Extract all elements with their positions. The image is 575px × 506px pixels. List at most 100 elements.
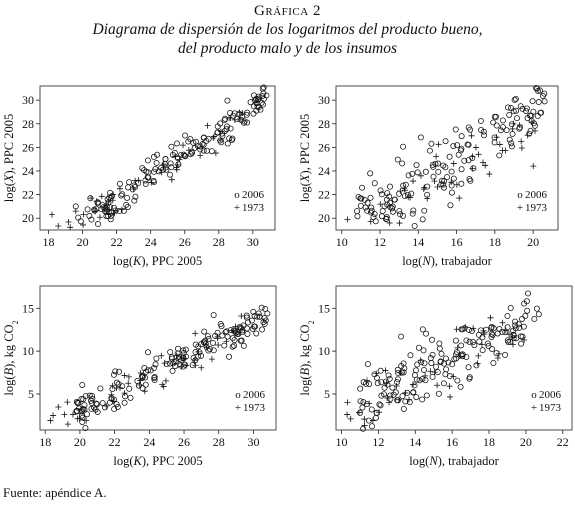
data-point-1973 — [420, 186, 427, 193]
x-tick-label: 30 — [247, 435, 259, 449]
data-point-2006 — [476, 338, 483, 345]
data-point-2006 — [109, 193, 116, 199]
data-point-2006 — [415, 344, 422, 351]
data-point-2006 — [366, 381, 373, 387]
legend-marker-circle: o — [517, 189, 523, 201]
data-point-2006 — [259, 85, 266, 92]
data-point-1973 — [80, 211, 87, 218]
data-point-2006 — [512, 318, 519, 325]
data-point-1973 — [76, 415, 83, 422]
data-point-2006 — [84, 206, 91, 213]
data-point-1973 — [231, 116, 238, 123]
data-point-2006 — [424, 183, 431, 190]
data-point-2006 — [446, 373, 453, 379]
data-point-1973 — [80, 221, 87, 228]
data-point-1973 — [238, 313, 245, 319]
data-point-2006 — [142, 180, 149, 187]
data-point-2006 — [394, 376, 401, 383]
data-point-2006 — [113, 401, 120, 408]
data-point-2006 — [520, 323, 527, 330]
data-point-1973 — [198, 364, 205, 371]
x-tick-label: 24 — [145, 235, 157, 249]
data-point-1973 — [178, 363, 185, 370]
data-point-2006 — [419, 375, 426, 382]
data-point-2006 — [440, 380, 447, 387]
figure-title-line-2: del producto malo y de los insumos — [178, 40, 397, 57]
scatter-chart-b-vs-n: 10 12 14 16 18 20 22 5 10 15 log(N), trabajador log… — [298, 285, 573, 468]
data-point-2006 — [75, 400, 82, 407]
data-point-2006 — [180, 347, 187, 354]
data-point-1973 — [64, 421, 71, 428]
x-tick-label: 18 — [483, 435, 495, 449]
data-point-2006 — [519, 316, 526, 322]
data-point-1973 — [355, 409, 362, 416]
data-point-2006 — [378, 392, 385, 399]
data-point-2006 — [453, 355, 460, 362]
data-point-2006 — [206, 346, 213, 353]
data-point-2006 — [200, 147, 207, 154]
data-point-1973 — [181, 355, 188, 362]
data-point-2006 — [504, 324, 511, 331]
data-point-2006 — [126, 385, 133, 392]
data-point-2006 — [491, 113, 498, 120]
data-point-2006 — [529, 98, 536, 105]
data-point-2006 — [534, 112, 541, 119]
data-point-2006 — [84, 411, 91, 418]
data-point-2006 — [440, 184, 447, 191]
data-point-2006 — [236, 324, 243, 331]
data-point-2006 — [75, 214, 82, 221]
data-point-2006 — [355, 193, 362, 200]
y-tick-label: 20 — [22, 211, 34, 225]
data-point-2006 — [253, 96, 260, 102]
data-point-2006 — [201, 328, 208, 335]
x-tick-label: 24 — [143, 435, 155, 449]
data-point-1973 — [402, 187, 409, 194]
data-point-1973 — [494, 354, 501, 361]
data-point-2006 — [419, 396, 426, 403]
x-tick-label: 20 — [77, 235, 89, 249]
data-point-1973 — [229, 327, 236, 334]
data-point-2006 — [226, 353, 233, 360]
data-point-2006 — [98, 206, 105, 213]
data-point-2006 — [187, 151, 194, 158]
data-point-2006 — [509, 130, 516, 137]
data-point-2006 — [218, 323, 225, 330]
data-point-2006 — [357, 195, 364, 202]
data-point-1973 — [421, 184, 428, 191]
data-point-2006 — [461, 157, 468, 164]
y-tick-label: 5 — [324, 387, 330, 401]
data-point-2006 — [448, 189, 455, 196]
data-point-2006 — [504, 313, 511, 319]
data-point-1973 — [453, 326, 460, 333]
data-point-1973 — [487, 314, 494, 321]
data-point-1973 — [109, 382, 116, 389]
data-point-1973 — [474, 360, 481, 367]
data-point-2006 — [389, 384, 396, 391]
data-point-2006 — [367, 194, 374, 201]
data-point-1973 — [516, 122, 523, 129]
data-point-1973 — [141, 388, 148, 395]
data-point-1973 — [162, 377, 169, 384]
data-point-1973 — [447, 393, 454, 400]
data-point-2006 — [256, 313, 263, 320]
data-point-2006 — [73, 408, 80, 415]
data-point-2006 — [132, 183, 139, 190]
data-point-2006 — [356, 409, 363, 416]
data-point-2006 — [134, 378, 141, 384]
data-point-1973 — [217, 136, 224, 143]
data-point-2006 — [260, 84, 267, 91]
data-point-2006 — [205, 335, 212, 342]
data-point-2006 — [180, 354, 186, 361]
data-point-1973 — [158, 352, 165, 359]
data-point-1973 — [462, 324, 469, 331]
data-point-1973 — [137, 377, 144, 384]
data-point-2006 — [254, 103, 261, 110]
data-point-2006 — [435, 160, 442, 167]
data-point-2006 — [244, 109, 251, 116]
data-point-1973 — [369, 417, 376, 424]
legend-label-2006: 2006 — [242, 189, 265, 201]
data-point-2006 — [103, 209, 110, 216]
data-point-2006 — [389, 203, 396, 210]
data-point-2006 — [359, 404, 366, 411]
data-point-1973 — [482, 162, 489, 169]
